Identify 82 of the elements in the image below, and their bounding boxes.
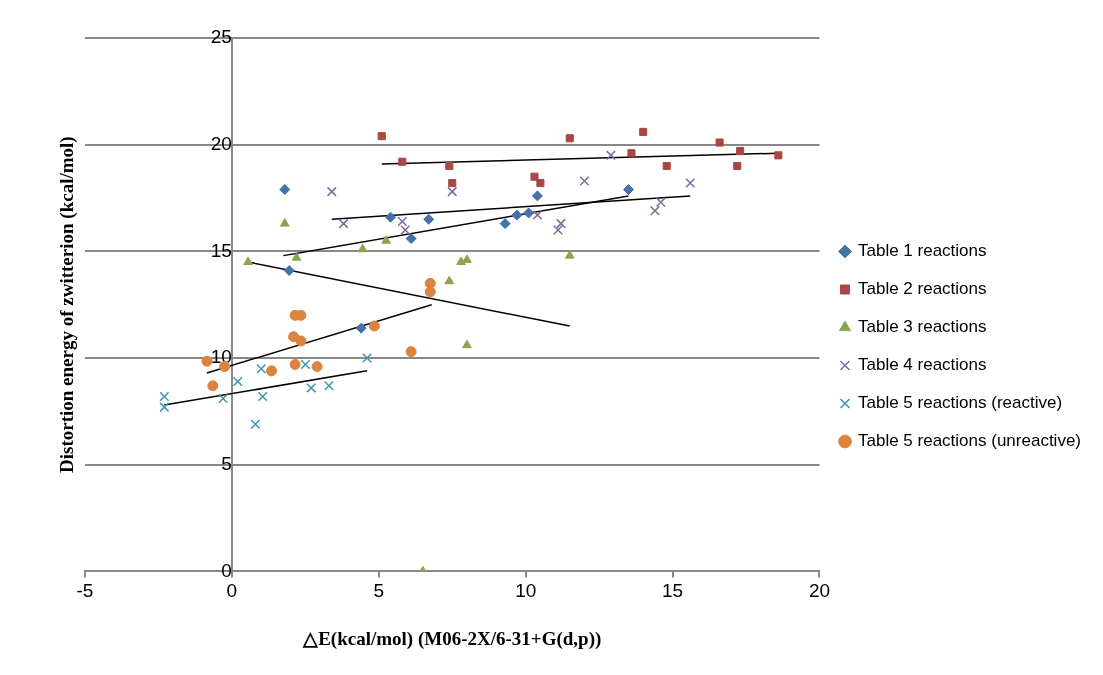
legend-label: Table 5 reactions (reactive)	[858, 393, 1063, 413]
point	[311, 361, 323, 373]
legend-label: Table 1 reactions	[858, 241, 987, 261]
y-tick-label: 25	[210, 26, 232, 48]
point	[232, 376, 243, 387]
point	[715, 138, 724, 147]
point	[377, 132, 386, 141]
x-tick-label: 15	[662, 580, 684, 602]
x-tick-label: -5	[76, 580, 94, 602]
point	[553, 225, 564, 236]
point	[565, 134, 574, 143]
point	[279, 183, 291, 195]
point	[362, 353, 373, 364]
point	[523, 207, 535, 219]
point	[398, 157, 407, 166]
point	[201, 355, 213, 367]
y-tick-label: 0	[221, 559, 232, 581]
point	[530, 172, 539, 181]
legend-label: Table 3 reactions	[858, 317, 987, 337]
point	[289, 358, 301, 370]
point	[532, 210, 543, 221]
point	[448, 179, 457, 188]
y-tick-label: 20	[210, 132, 232, 154]
x-tick-label: 20	[808, 580, 831, 602]
point	[536, 179, 545, 188]
point	[295, 335, 307, 347]
y-tick-label: 15	[210, 239, 232, 261]
point	[257, 391, 268, 402]
point	[218, 393, 229, 404]
point	[256, 363, 267, 374]
point	[444, 275, 455, 285]
point	[405, 233, 417, 245]
point	[774, 151, 783, 160]
y-tick-label: 5	[221, 452, 232, 474]
point	[685, 178, 696, 189]
point	[555, 218, 566, 229]
legend-label: Table 2 reactions	[858, 279, 987, 299]
point	[462, 254, 472, 263]
point	[385, 211, 397, 223]
x-tick-label: 5	[373, 580, 385, 602]
point	[733, 161, 742, 171]
point	[447, 186, 458, 197]
point	[639, 127, 648, 136]
point	[405, 346, 417, 358]
legend-label: Table 4 reactions	[858, 355, 987, 375]
point	[243, 256, 253, 266]
point	[579, 175, 590, 186]
point	[381, 235, 391, 244]
point	[445, 161, 454, 171]
point	[368, 320, 380, 332]
point	[279, 218, 290, 227]
legend-label: Table 5 reactions (unreactive)	[858, 431, 1082, 451]
y-axis-title: Distortion energy of zwitterion (kcal/mol)	[55, 136, 78, 474]
point	[291, 252, 302, 261]
point	[627, 149, 636, 158]
point	[357, 243, 368, 253]
point	[266, 365, 278, 377]
point	[306, 382, 317, 393]
point	[623, 183, 635, 195]
point	[564, 250, 575, 259]
y-tick-label: 10	[210, 346, 232, 368]
point	[423, 213, 435, 225]
point	[207, 380, 219, 392]
point	[250, 419, 261, 430]
point	[655, 197, 666, 208]
point	[531, 190, 543, 202]
point	[605, 150, 616, 161]
point	[649, 205, 660, 216]
point	[736, 147, 745, 156]
point	[511, 209, 523, 221]
point	[323, 380, 334, 391]
point	[424, 286, 436, 298]
x-tick-label: 10	[515, 580, 537, 602]
x-axis-title: △E(kcal/mol) (M06-2X/6-31+G(d,p))	[302, 627, 602, 650]
point	[283, 265, 295, 277]
point	[300, 359, 311, 370]
point	[499, 218, 511, 230]
point	[662, 161, 671, 171]
point	[326, 186, 337, 197]
point	[355, 322, 367, 334]
point	[338, 218, 349, 229]
point	[462, 339, 472, 349]
